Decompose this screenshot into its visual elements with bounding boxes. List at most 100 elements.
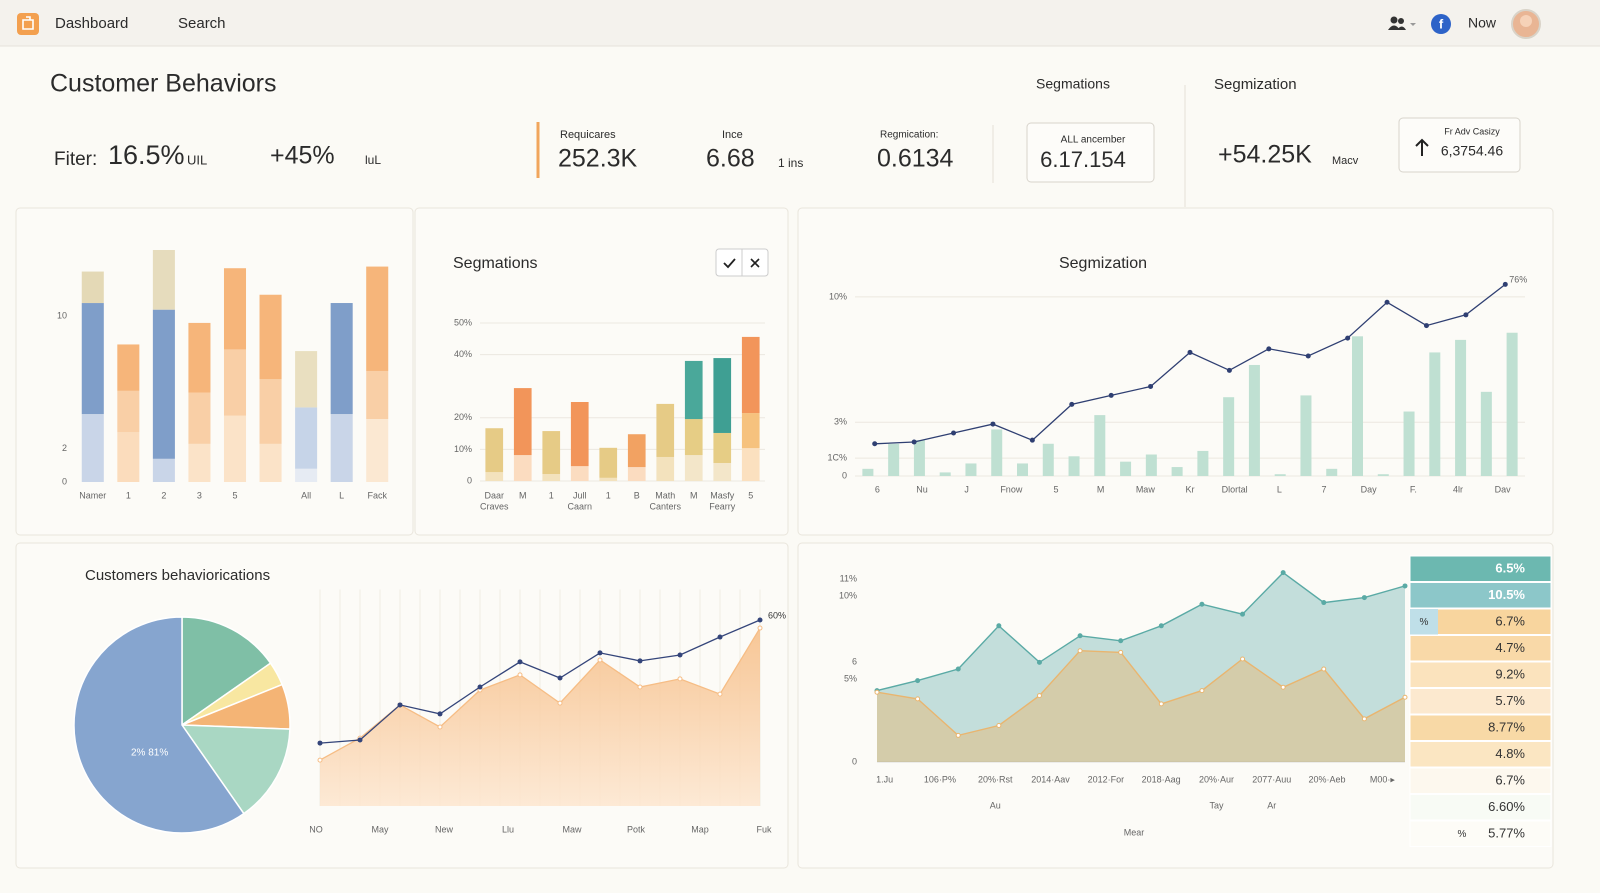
y-tick-label: 10	[57, 311, 67, 321]
bar	[1094, 415, 1106, 476]
kpi-label: Requicares	[560, 129, 616, 141]
x-tick-label: 20%·Rst	[978, 774, 1013, 784]
kpi-value: 16.5%	[108, 140, 185, 170]
line-point	[1502, 281, 1508, 287]
bar-segment	[684, 455, 703, 481]
facebook-icon[interactable]	[1431, 14, 1451, 34]
line-point	[1305, 353, 1311, 359]
bar	[1352, 336, 1363, 476]
kpi-label: Fiter:	[54, 149, 97, 170]
y-tick-label: 3%	[834, 417, 847, 427]
bar-segment	[741, 448, 760, 481]
facebook-glyph: f	[1439, 16, 1444, 31]
bar-segment	[81, 414, 104, 482]
bar-segment	[366, 266, 389, 371]
x-tick-label: 1	[549, 490, 554, 500]
x-tick-label: M00·▸	[1370, 774, 1396, 784]
nav-item[interactable]: Dashboard	[55, 15, 128, 32]
x-tick-label: NO	[309, 824, 323, 834]
bar	[888, 443, 900, 476]
people-icon[interactable]	[1388, 16, 1416, 31]
table-value: 4.7%	[1495, 640, 1525, 655]
bar-segment	[485, 472, 504, 481]
area-point	[1199, 688, 1205, 694]
x-axis-label: Mear	[1124, 827, 1145, 837]
x-tick-label: Potk	[627, 824, 646, 834]
area-point	[757, 625, 763, 631]
line-point	[990, 421, 996, 427]
area-point	[1321, 600, 1327, 606]
bar-segment	[485, 428, 504, 473]
x-tick-label: New	[435, 824, 454, 834]
y-tick-label: 40%	[454, 349, 472, 359]
area-point	[996, 623, 1002, 629]
x-tick-label: 4lr	[1453, 484, 1463, 494]
table-row	[1409, 688, 1552, 715]
chart-title: Segmization	[1059, 255, 1147, 272]
line-point	[1463, 312, 1469, 318]
x-tick-label: B	[634, 490, 640, 500]
bar-segment	[741, 413, 760, 449]
x-tick-label: All	[301, 490, 311, 500]
x-tick-label: Llu	[502, 824, 514, 834]
bar-segment	[599, 477, 618, 481]
kpi-label: Ince	[722, 129, 743, 141]
annotation: 2% 81%	[131, 748, 168, 759]
x-tick-label: Kr	[1186, 484, 1195, 494]
table-value: 9.2%	[1495, 667, 1525, 682]
bar-segment	[330, 303, 353, 415]
line-point	[1384, 299, 1390, 305]
bar	[1120, 461, 1132, 476]
bar	[1223, 397, 1235, 476]
panel	[15, 207, 414, 536]
close-button[interactable]	[750, 258, 760, 268]
bar-segment	[223, 415, 247, 482]
area-point	[955, 732, 961, 738]
x-tick-label: 6	[875, 484, 880, 494]
x-tick-label: 3	[197, 490, 202, 500]
y-tick-label: 50%	[454, 317, 472, 327]
x-tick-label: Ar	[1267, 800, 1276, 810]
area-point	[1118, 649, 1124, 655]
x-tick-label: L	[339, 490, 344, 500]
area-point	[915, 678, 921, 684]
area-point	[1158, 701, 1164, 707]
x-tick-label: 7	[1321, 484, 1326, 494]
x-tick-label: Jull	[573, 490, 587, 500]
area-point	[915, 696, 921, 702]
area-point	[1240, 656, 1246, 662]
y-tick-label: 2	[62, 443, 67, 453]
table-row	[1409, 741, 1552, 768]
x-tick-label: L	[1277, 484, 1282, 494]
area	[877, 650, 1405, 762]
line	[319, 619, 761, 744]
bar	[1171, 467, 1183, 476]
y-tick-label: 0	[467, 475, 472, 485]
bar	[991, 429, 1003, 476]
line-point	[1029, 437, 1035, 443]
bar	[1274, 474, 1286, 476]
bar-segment	[152, 250, 175, 310]
area-point	[1077, 648, 1083, 654]
confirm-button[interactable]	[723, 258, 736, 269]
x-tick-label: Au	[990, 800, 1001, 810]
y-tick-label: 10%	[454, 444, 472, 454]
area-point	[437, 724, 443, 730]
x-tick-label: Daar	[484, 490, 504, 500]
bar-segment	[259, 294, 282, 380]
bar-segment	[188, 443, 211, 482]
table-row	[1409, 794, 1552, 821]
line-point	[872, 441, 878, 447]
area-point	[1158, 623, 1164, 629]
table-row	[1409, 820, 1552, 847]
table-row	[1409, 635, 1552, 662]
nav-status[interactable]: Now	[1468, 15, 1497, 31]
bar-segment	[152, 309, 175, 459]
nav-item[interactable]: Search	[178, 15, 226, 32]
pie-slice	[73, 616, 245, 834]
line-point	[677, 652, 683, 658]
y-tick-label: 11%	[840, 574, 857, 584]
bar-segment	[713, 432, 732, 463]
x-tick-label: Craves	[480, 501, 509, 511]
y-tick-label: 1C%	[827, 452, 847, 462]
